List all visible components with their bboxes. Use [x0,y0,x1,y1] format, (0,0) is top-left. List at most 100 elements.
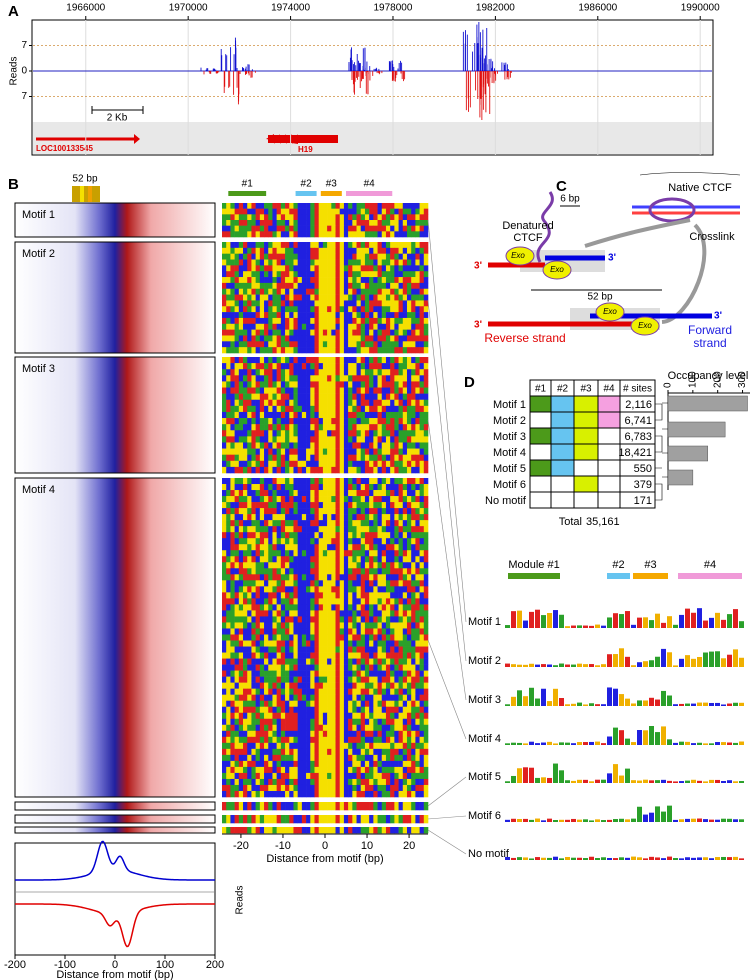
sequence-cell [419,616,425,623]
sequence-cell [360,460,366,468]
sequence-cell [377,568,383,575]
sequence-cell [272,610,277,617]
sequence-cell [360,748,366,756]
sequence-cell [343,442,349,449]
sequence-cell [272,317,277,325]
sequence-cell [343,484,349,491]
sequence-cell [411,418,416,425]
sequence-cell [222,387,227,394]
sequence-cell [259,508,265,515]
sequence-cell [222,454,227,462]
sequence-cell [276,610,282,617]
sequence-cell [276,405,282,413]
sequence-cell [293,329,298,336]
sequence-cell [268,399,273,407]
sequence-cell [310,399,315,407]
sequence-cell [348,586,353,593]
sequence-cell [419,718,425,726]
sequence-cell [255,282,261,290]
sequence-cell [238,369,244,376]
sequence-cell [348,454,353,462]
sequence-cell [394,634,399,641]
sequence-cell [259,532,265,539]
sequence-cell [339,610,345,617]
sequence-cell [234,676,240,683]
sequence-cell [369,766,374,774]
sequence-cell [310,214,315,221]
sequence-cell [419,724,425,732]
sequence-cell [301,778,307,786]
sequence-cell [348,277,353,284]
sequence-cell [306,694,311,701]
sequence-cell [259,381,265,388]
sequence-cell [343,466,349,474]
sequence-cell [402,628,408,635]
sequence-cell [247,736,252,744]
sequence-cell [343,277,349,284]
sequence-cell [314,418,319,425]
sequence-cell [251,526,256,533]
sequence-cell [268,259,273,266]
sequence-cell [415,424,420,431]
sequence-cell [280,508,286,515]
sequence-cell [352,369,357,376]
sequence-cell [310,592,315,599]
sequence-cell [234,502,240,509]
sequence-cell [385,259,391,266]
sequence-cell [373,598,378,605]
sequence-cell [251,718,256,726]
sequence-cell [289,357,294,364]
sequence-cell [301,375,307,382]
sequence-cell [327,277,332,284]
sequence-cell [247,399,252,407]
sequence-cell [402,381,408,388]
sequence-cell [297,628,303,635]
sequence-cell [259,323,265,330]
sequence-cell [293,399,298,407]
sequence-cell [360,454,366,462]
sequence-cell [415,544,420,551]
sequence-cell [352,323,357,330]
sequence-cell [238,766,244,774]
sequence-cell [419,381,425,388]
sequence-cell [264,784,269,792]
sequence-cell [276,436,282,443]
sequence-cell [226,329,231,336]
sequence-cell [356,405,362,413]
sequence-cell [348,418,353,425]
sequence-cell [352,478,357,485]
sequence-cell [293,700,298,708]
sequence-cell [268,357,273,364]
sequence-cell [276,399,282,407]
sequence-cell [343,436,349,443]
sequence-cell [289,424,294,431]
sequence-cell [276,652,282,659]
sequence-cell [234,306,240,313]
sequence-cell [322,282,328,290]
sequence-cell [360,544,366,551]
sequence-cell [297,282,303,290]
sequence-cell [314,259,319,266]
sequence-cell [322,616,328,623]
sequence-cell [293,628,298,635]
sequence-cell [402,220,408,226]
sequence-cell [226,748,231,756]
sequence-cell [364,724,370,732]
sequence-cell [411,526,416,533]
sequence-cell [259,282,265,290]
sequence-cell [406,772,412,780]
sequence-cell [322,225,328,232]
sequence-cell [276,335,282,342]
sequence-cell [306,742,311,750]
sequence-cell [406,317,412,325]
sequence-cell [335,277,341,284]
sequence-cell [222,357,227,364]
sequence-cell [423,724,429,732]
sequence-cell [369,496,374,503]
sequence-cell [352,592,357,599]
sequence-cell [272,700,277,708]
sequence-cell [377,562,383,569]
sequence-cell [381,556,387,563]
sequence-cell [373,526,378,533]
sequence-cell [251,411,256,419]
